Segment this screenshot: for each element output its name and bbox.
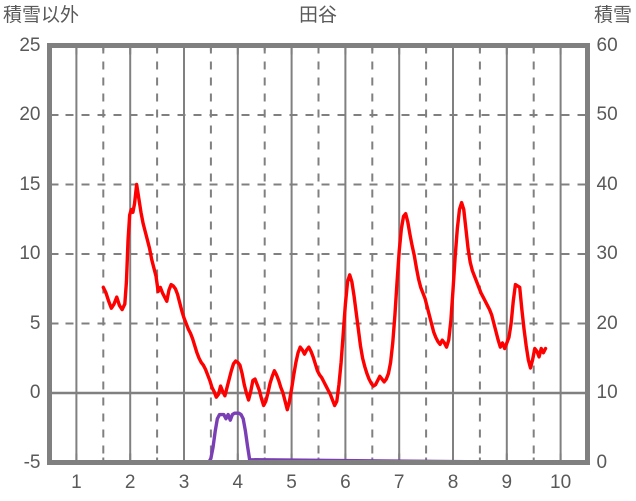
chart-title: 田谷 <box>298 5 337 26</box>
y-axis-left-tick: 15 <box>19 173 41 195</box>
x-axis-tick: 9 <box>501 471 513 493</box>
plot-frame <box>47 43 590 465</box>
x-axis-tick: 2 <box>124 471 136 493</box>
y-axis-right-tick: 20 <box>596 312 618 334</box>
y-axis-left-tick: 0 <box>29 382 41 403</box>
x-axis-tick: 6 <box>340 471 351 493</box>
y-axis-right-tick: 40 <box>596 173 618 195</box>
y-axis-left-tick: 10 <box>19 243 41 264</box>
y-axis-left-tick: 25 <box>19 34 41 56</box>
x-axis-tick: 7 <box>393 471 405 493</box>
x-axis-tick: 5 <box>286 471 297 493</box>
y-axis-right-tick: 30 <box>596 243 618 264</box>
x-axis-tick: 8 <box>447 471 459 493</box>
y-axis-right-tick: 50 <box>596 104 618 125</box>
y-axis-right-tick: 60 <box>596 34 618 56</box>
y-axis-right-tick: 0 <box>596 451 608 473</box>
series-line-nonsnow <box>101 182 548 412</box>
x-axis-tick: 10 <box>550 471 572 493</box>
y-axis-right-tick: 10 <box>596 382 618 403</box>
x-axis-tick: 4 <box>232 471 244 493</box>
right-axis-title: 積雪 <box>593 5 632 26</box>
x-axis-tick: 1 <box>71 471 82 493</box>
grid-dashed-horizontal <box>49 114 588 325</box>
left-axis-title: 積雪以外 <box>3 5 80 26</box>
y-axis-left-tick: 5 <box>29 312 41 334</box>
y-axis-left-tick: 20 <box>19 104 41 125</box>
y-axis-left-tick: -5 <box>23 451 41 473</box>
x-axis-tick: 3 <box>178 471 190 493</box>
series-line-snow <box>72 411 563 465</box>
